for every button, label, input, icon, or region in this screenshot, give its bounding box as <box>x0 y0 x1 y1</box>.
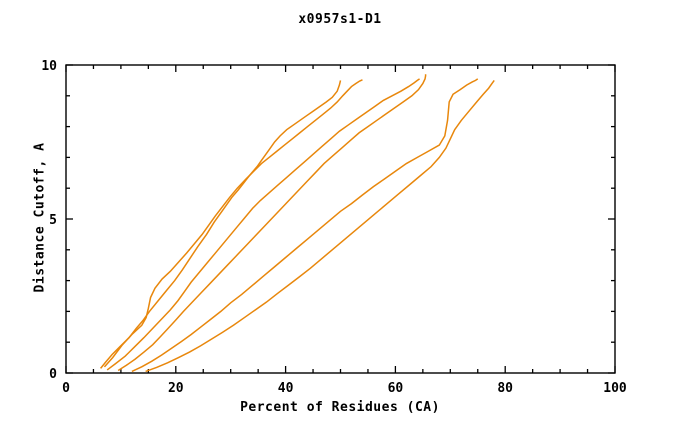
series-line-4 <box>117 74 427 372</box>
axis-ticks <box>65 64 616 374</box>
series-line-3 <box>106 78 420 371</box>
series-line-6 <box>145 79 495 373</box>
x-axis-label: Percent of Residues (CA) <box>240 400 440 415</box>
page-title: x0957s1-D1 <box>298 12 382 27</box>
x-tick-label: 20 <box>168 381 184 396</box>
x-tick-label: 100 <box>603 381 627 396</box>
y-axis-label: Distance Cutoff, A <box>32 142 48 293</box>
series-line-5 <box>131 78 479 373</box>
series-line-2 <box>103 79 363 368</box>
plot-frame <box>65 64 616 374</box>
tick-labels: 0 20 40 60 80 100 0 5 10 <box>41 59 627 396</box>
series-lines <box>100 74 495 373</box>
y-tick-label: 10 <box>41 59 57 74</box>
x-tick-label: 60 <box>388 381 404 396</box>
y-tick-label: 5 <box>49 213 57 228</box>
x-tick-label: 80 <box>497 381 513 396</box>
x-tick-label: 40 <box>278 381 294 396</box>
y-tick-label: 0 <box>49 367 57 382</box>
series-line-1 <box>100 80 342 369</box>
x-tick-label: 0 <box>62 381 70 396</box>
